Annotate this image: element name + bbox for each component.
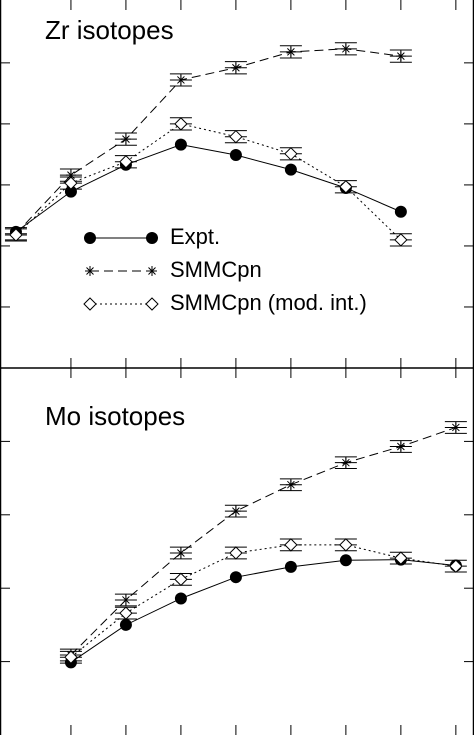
point [119,155,133,169]
series-line [15,123,402,241]
error-bar [279,45,302,59]
point [284,147,298,161]
point [230,506,241,517]
error-bar [169,546,192,560]
legend-label: SMMCpn (mod. int.) [170,290,367,315]
point [339,554,352,567]
error-bar [224,61,247,75]
point [120,594,131,605]
legend-label: Expt. [170,224,220,249]
error-bar [224,504,247,518]
panel-title: Zr isotopes [45,15,174,45]
point [394,551,408,565]
point [64,650,78,664]
point [175,547,186,558]
point [119,606,133,620]
point [229,129,243,144]
point [174,117,188,131]
error-bar [389,440,412,453]
point [64,185,77,198]
point [230,62,241,73]
point [340,457,351,468]
point [285,46,296,57]
point [174,592,187,605]
error-bar [389,49,412,63]
series-line [15,144,402,233]
point [174,138,187,151]
point [120,134,131,145]
series-line [70,559,456,663]
panel-title: Mo isotopes [45,401,185,431]
point [339,180,353,194]
error-bar [114,132,137,146]
point [395,441,406,452]
legend-label: SMMCpn [170,257,262,282]
point [65,170,76,181]
error-bar [334,42,357,56]
point [284,560,297,573]
point [119,618,132,631]
point [229,546,243,560]
series-line [70,426,457,656]
legend-marker [147,266,157,276]
point [9,228,23,242]
point [175,74,186,85]
legend-marker [146,232,158,244]
point [339,538,353,552]
point [340,43,351,54]
point [285,479,296,490]
point [394,233,408,247]
point [174,572,188,587]
point [229,571,242,584]
legend-marker [83,297,97,311]
error-bar [334,456,357,470]
point [64,176,78,190]
legend-marker [85,266,95,276]
point [229,149,242,162]
point [394,205,407,218]
series-line [15,48,401,235]
error-bar [444,421,467,434]
point [395,51,406,62]
legend-marker [145,297,159,311]
point [450,422,461,433]
point [284,538,298,552]
legend-marker [84,232,96,244]
point [284,163,297,176]
point [449,559,463,573]
error-bar [114,593,137,607]
error-bar [169,73,192,87]
error-bar [279,478,302,492]
